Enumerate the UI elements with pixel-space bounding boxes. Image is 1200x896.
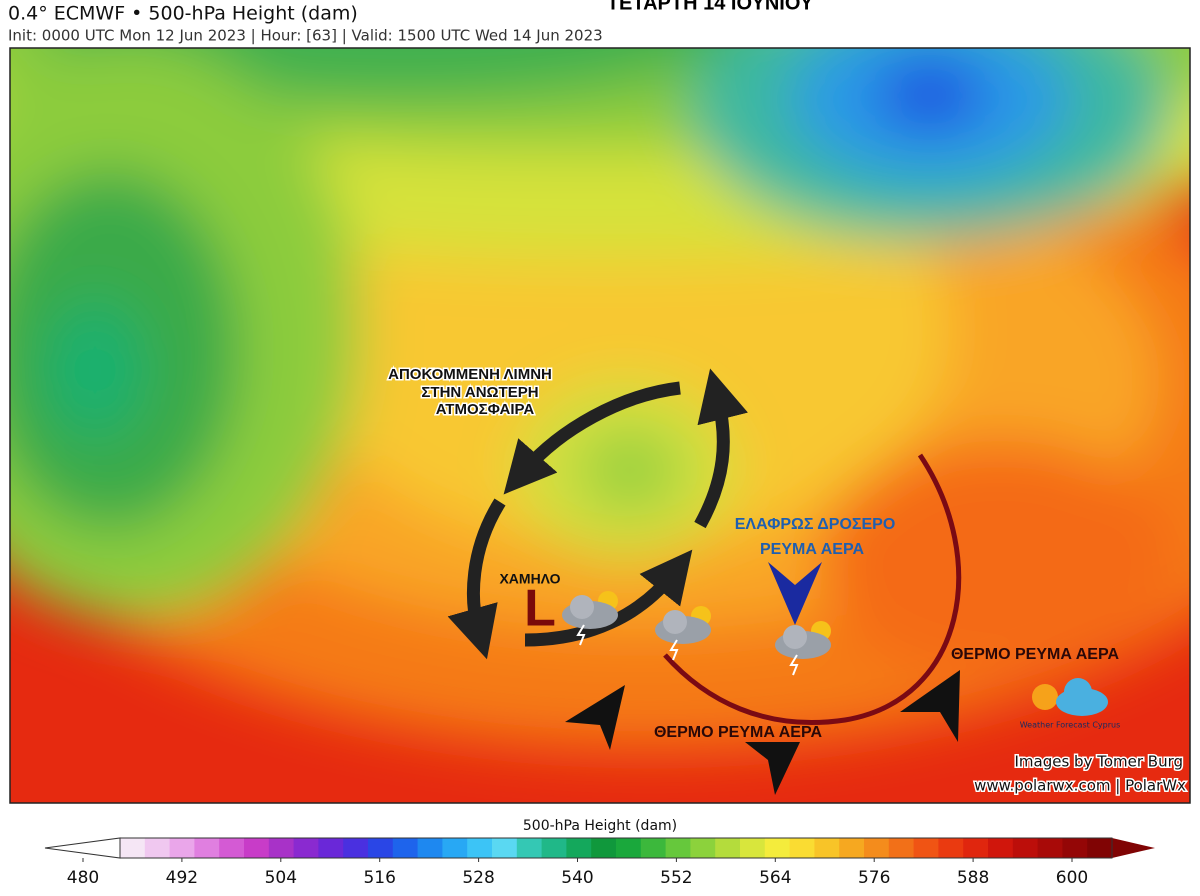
colorbar-segment (690, 838, 716, 858)
colorbar-segment (1062, 838, 1088, 858)
colorbar-segment (814, 838, 840, 858)
annotation: ΣΤΗΝ ΑΝΩΤΕΡΗ (421, 384, 538, 401)
colorbar-segment (591, 838, 617, 858)
storm-icon (562, 591, 618, 646)
colorbar-segment (144, 838, 171, 858)
warm-arrow (565, 685, 625, 750)
colorbar-segment (417, 838, 443, 858)
colorbar-tick-label: 552 (660, 868, 692, 888)
colorbar-tick-label: 588 (957, 868, 989, 888)
colorbar-segment (169, 838, 195, 858)
colorbar-outline (119, 837, 1113, 859)
annotation: ΘΕΡΜΟ ΡΕΥΜΑ ΑΕΡΑ (654, 724, 822, 741)
colorbar-segment (219, 838, 245, 858)
colorbar-segment (392, 838, 419, 858)
colorbar-segment (194, 838, 220, 858)
colorbar-segment (541, 838, 567, 858)
colorbar-segment (740, 838, 766, 858)
colorbar-segment (368, 838, 394, 858)
credit: Images by Tomer Burg (1014, 753, 1183, 771)
colorbar-segment (516, 838, 543, 858)
annotation: ΡΕΥΜΑ ΑΕΡΑ (760, 541, 864, 558)
colorbar-segment (268, 838, 295, 858)
storm-icon (775, 621, 831, 676)
logo-text: Weather Forecast Cyprus (1020, 721, 1121, 730)
annotation: ΘΕΡΜΟ ΡΕΥΜΑ ΑΕΡΑ (951, 646, 1119, 663)
colorbar-tick-label: 516 (363, 868, 395, 888)
colorbar-tick-label: 540 (561, 868, 593, 888)
low-symbol: L (524, 580, 556, 638)
center-title: ΤΕΤΑΡΤΗ 14 ΙΟΥΝΙΟΥ (607, 0, 814, 14)
annotation: ΧΑΜΗΛΟ (499, 571, 560, 587)
colorbar-segment (938, 838, 964, 858)
colorbar-segment (988, 838, 1014, 858)
colorbar-end (44, 837, 121, 859)
annotation: ΑΤΜΟΣΦΑΙΡΑ (436, 401, 535, 418)
colorbar-segment (120, 838, 146, 858)
annotation: ΑΠΟΚΟΜΜΕΝΗ ΛΙΜΝΗ (388, 366, 552, 383)
colorbar-segment (1087, 838, 1113, 858)
colorbar-segment (640, 838, 667, 858)
colorbar-segment (293, 838, 319, 858)
map-frame (9, 47, 1191, 804)
colorbar-segment (715, 838, 741, 858)
colorbar-segment (244, 838, 270, 858)
colorbar-segment (963, 838, 989, 858)
colorbar-tick-label: 528 (462, 868, 494, 888)
colorbar-segment (318, 838, 344, 858)
subtitle: Init: 0000 UTC Mon 12 Jun 2023 | Hour: [… (8, 27, 603, 45)
colorbar-tick-label: 492 (166, 868, 198, 888)
credit: www.polarwx.com | PolarWx (974, 777, 1186, 795)
colorbar-tick-label: 576 (858, 868, 890, 888)
colorbar-segment (888, 838, 915, 858)
colorbar-tick-label: 564 (759, 868, 791, 888)
colorbar-end (1112, 838, 1155, 858)
warm-arrow (745, 742, 800, 795)
colorbar: 480 492 504 516 528 540 552 564 576 588 600 (44, 837, 1155, 888)
colorbar-segment (442, 838, 468, 858)
arrow (447, 498, 506, 660)
warm-flow-curve (663, 453, 962, 726)
colorbar-segment (1012, 838, 1039, 858)
colorbar-segment (1037, 838, 1063, 858)
cool-arrow (768, 562, 822, 625)
colorbar-label: 500-hPa Height (dam) (523, 818, 677, 834)
colorbar-segment (764, 838, 791, 858)
annotation: ΕΛΑΦΡΩΣ ΔΡΟΣΕΡΟ (735, 516, 896, 533)
arrow (503, 381, 681, 495)
colorbar-segment (467, 838, 493, 858)
colorbar-segment (566, 838, 592, 858)
logo: Weather Forecast Cyprus (1020, 678, 1121, 730)
warm-arrow (900, 670, 960, 742)
colorbar-tick-label: 480 (67, 868, 99, 888)
colorbar-segment (864, 838, 890, 858)
colorbar-segment (913, 838, 939, 858)
colorbar-tick-label: 504 (265, 868, 297, 888)
colorbar-segment (789, 838, 815, 858)
colorbar-segment (343, 838, 369, 858)
colorbar-segment (492, 838, 518, 858)
storm-icon (655, 606, 711, 661)
height-field (10, 48, 1190, 803)
colorbar-segment (616, 838, 642, 858)
colorbar-tick-label: 600 (1056, 868, 1088, 888)
arrow (694, 368, 748, 529)
colorbar-segment (665, 838, 691, 858)
title: 0.4° ECMWF • 500-hPa Height (dam) (8, 3, 358, 25)
colorbar-segment (839, 838, 865, 858)
